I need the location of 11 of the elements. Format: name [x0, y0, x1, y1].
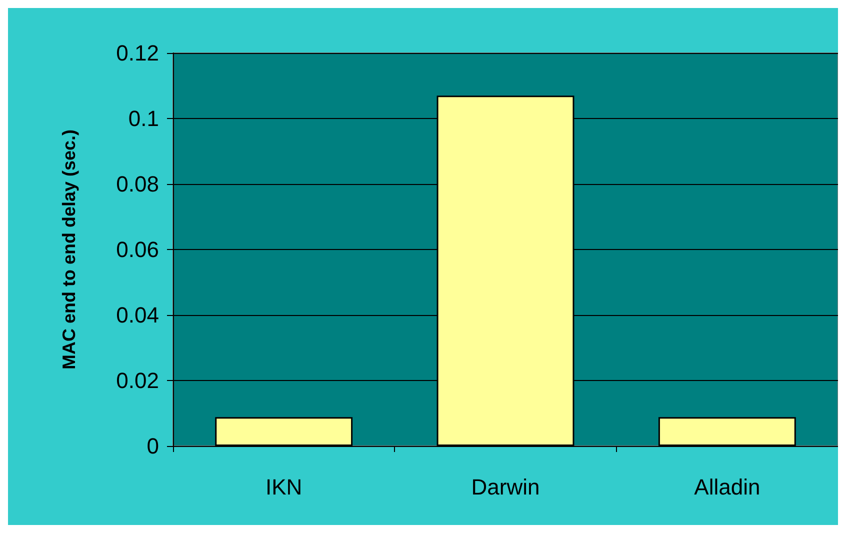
y-tick-label: 0.1 — [128, 106, 159, 131]
y-tick-label: 0.06 — [116, 237, 159, 262]
y-tick-label: 0.08 — [116, 172, 159, 196]
y-tick-label: 0.04 — [116, 302, 159, 328]
x-tick-label: IKN — [265, 474, 302, 500]
y-tick-label: 0.02 — [116, 368, 159, 393]
y-axis-title: MAC end to end delay (sec.) — [59, 129, 79, 370]
x-tick-label: Darwin — [471, 474, 540, 500]
x-tick-label: Alladin — [694, 474, 760, 500]
y-tick-label: 0.12 — [116, 40, 159, 66]
y-tick-label: 0 — [146, 434, 159, 458]
